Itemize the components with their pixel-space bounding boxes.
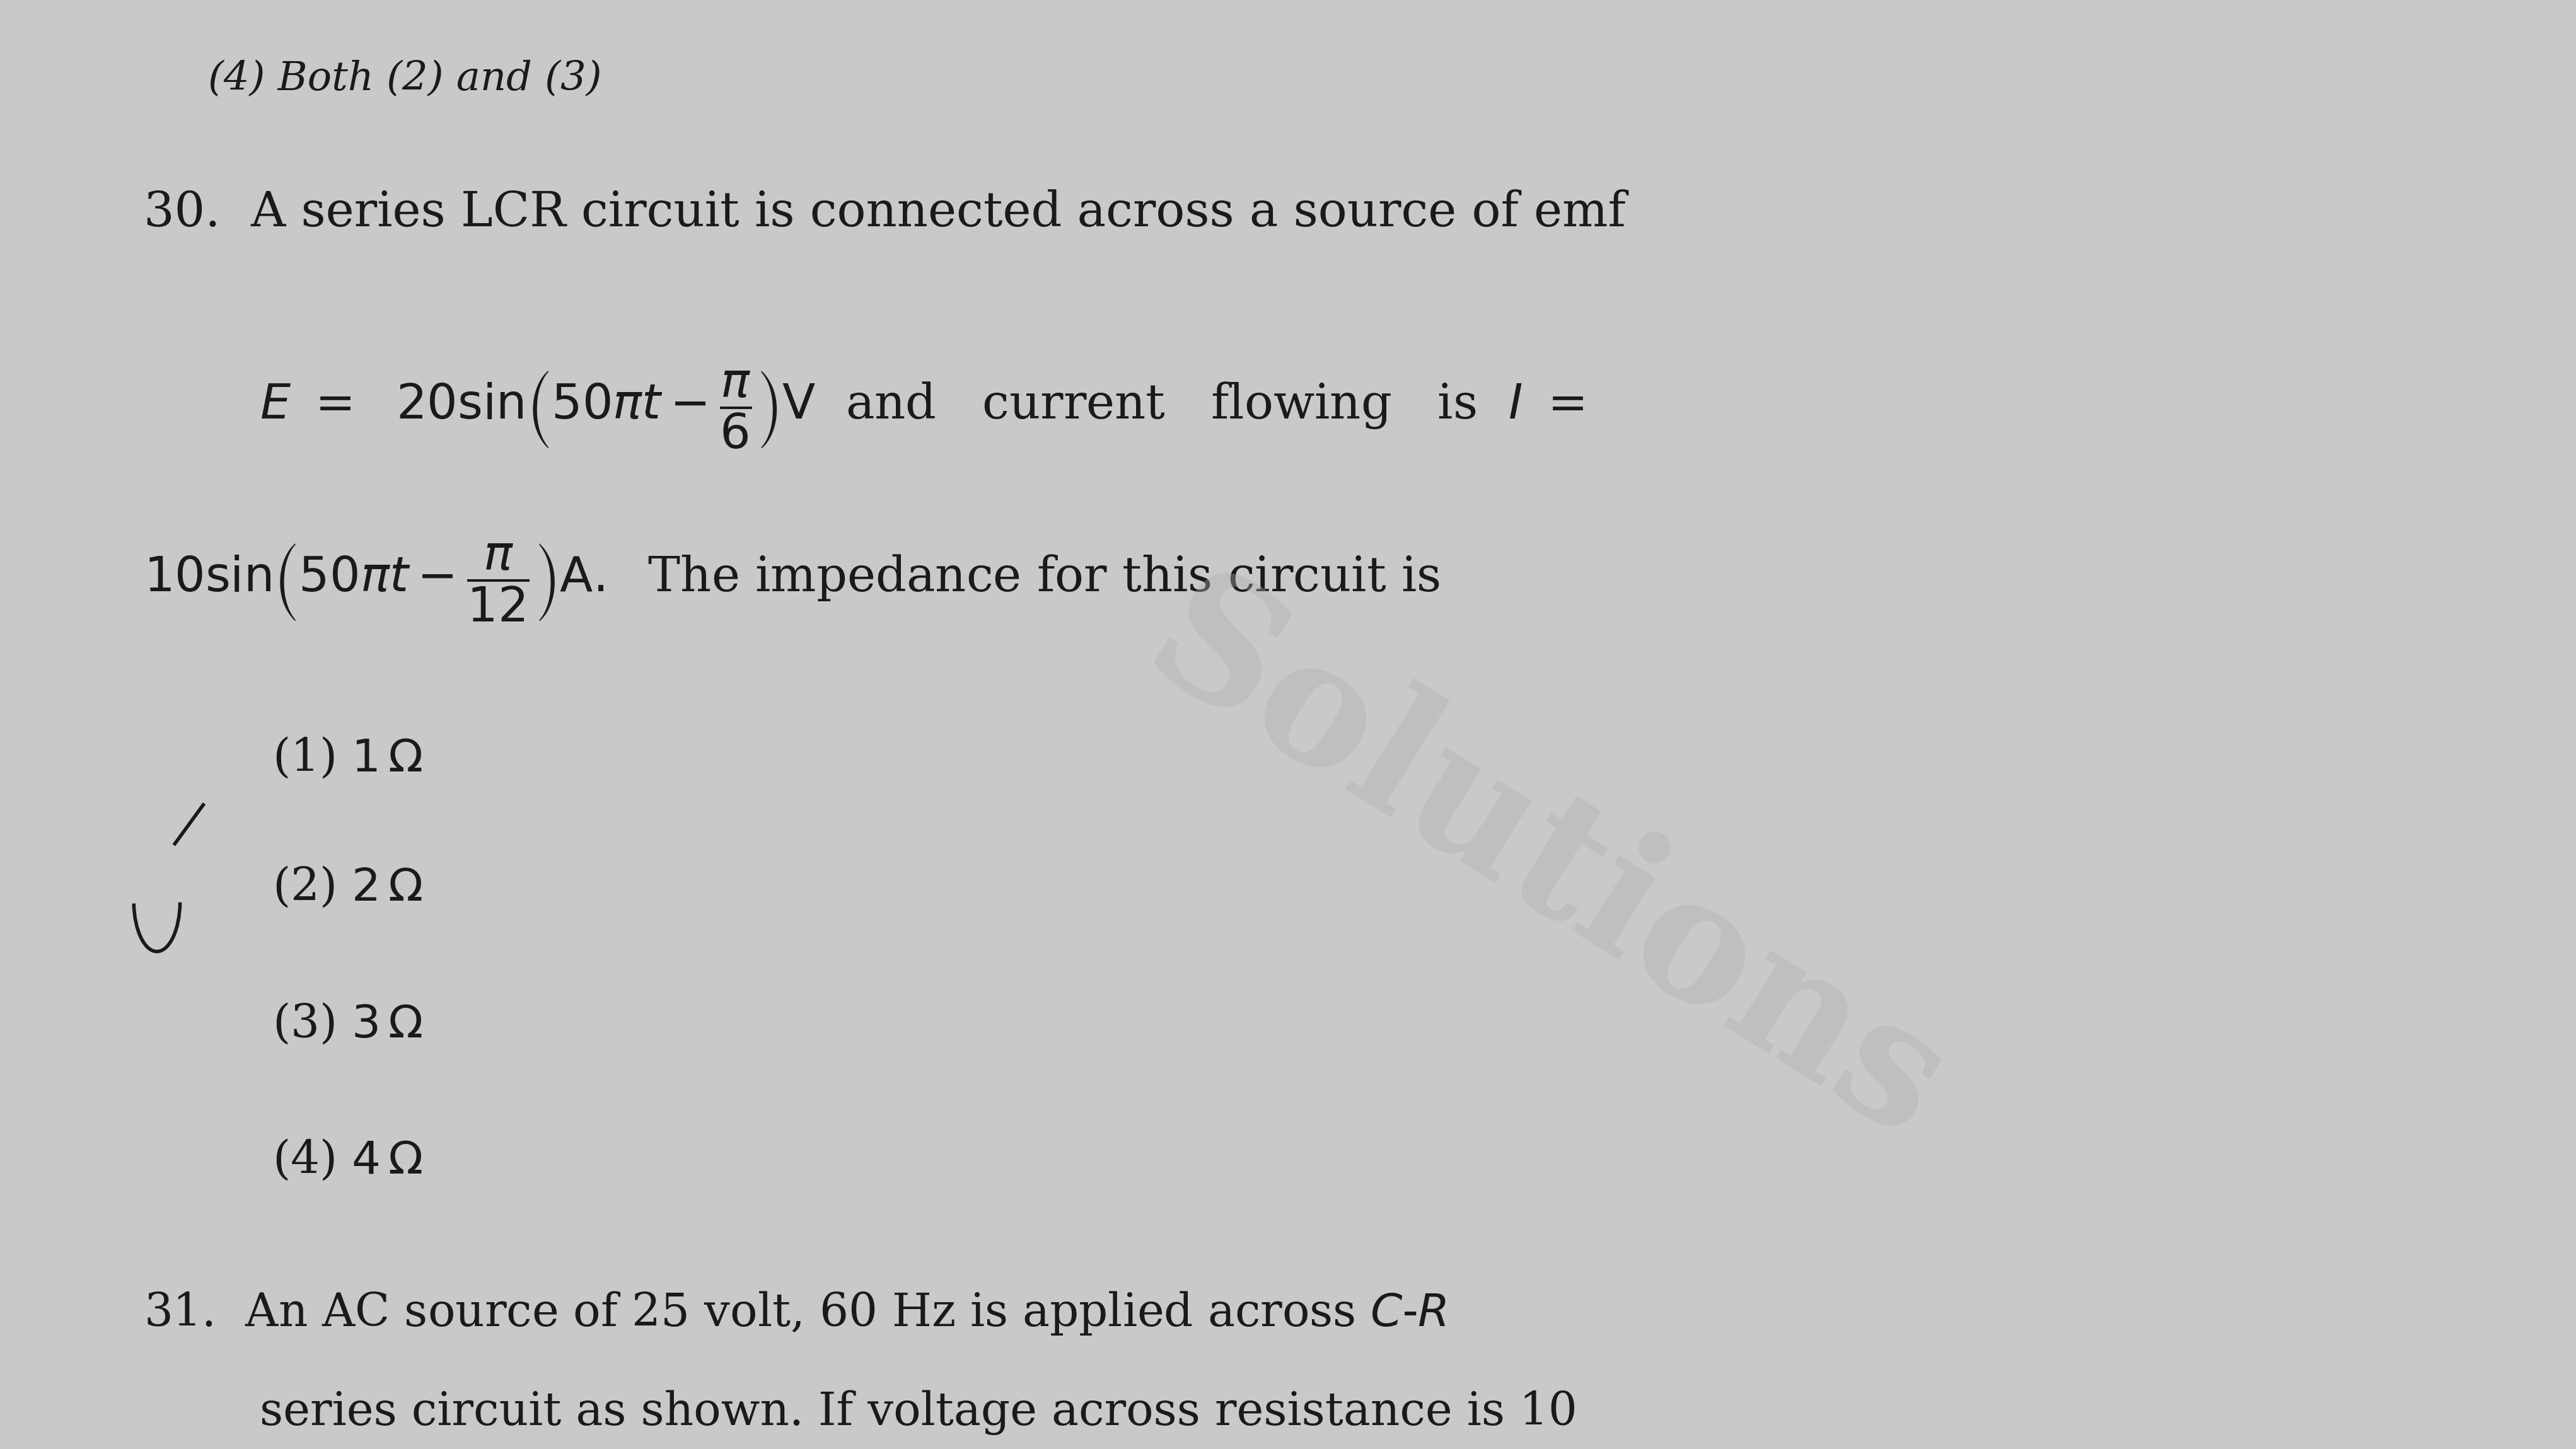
Text: $E\ =\ \ 20\sin\!\left(50\pi t - \dfrac{\pi}{6}\right)\mathrm{V}$  and   current: $E\ =\ \ 20\sin\!\left(50\pi t - \dfrac{…	[260, 369, 1584, 451]
Text: series circuit as shown. If voltage across resistance is 10: series circuit as shown. If voltage acro…	[260, 1390, 1577, 1435]
Text: (4) Both (2) and (3): (4) Both (2) and (3)	[209, 61, 603, 99]
Text: 30.  A series LCR circuit is connected across a source of emf: 30. A series LCR circuit is connected ac…	[144, 190, 1625, 236]
Text: (2) $2\,\Omega$: (2) $2\,\Omega$	[273, 865, 422, 910]
Text: Solutions: Solutions	[1118, 555, 1973, 1175]
Text: $10\sin\!\left(50\pi t - \dfrac{\pi}{12}\right)\mathrm{A.}$  The impedance for t: $10\sin\!\left(50\pi t - \dfrac{\pi}{12}…	[144, 542, 1440, 623]
Text: (1) $1\,\Omega$: (1) $1\,\Omega$	[273, 736, 422, 781]
Text: (4) $4\,\Omega$: (4) $4\,\Omega$	[273, 1139, 422, 1182]
Text: 31.  An AC source of 25 volt, 60 Hz is applied across $C$-$R$: 31. An AC source of 25 volt, 60 Hz is ap…	[144, 1290, 1445, 1336]
Text: (3) $3\,\Omega$: (3) $3\,\Omega$	[273, 1001, 422, 1046]
